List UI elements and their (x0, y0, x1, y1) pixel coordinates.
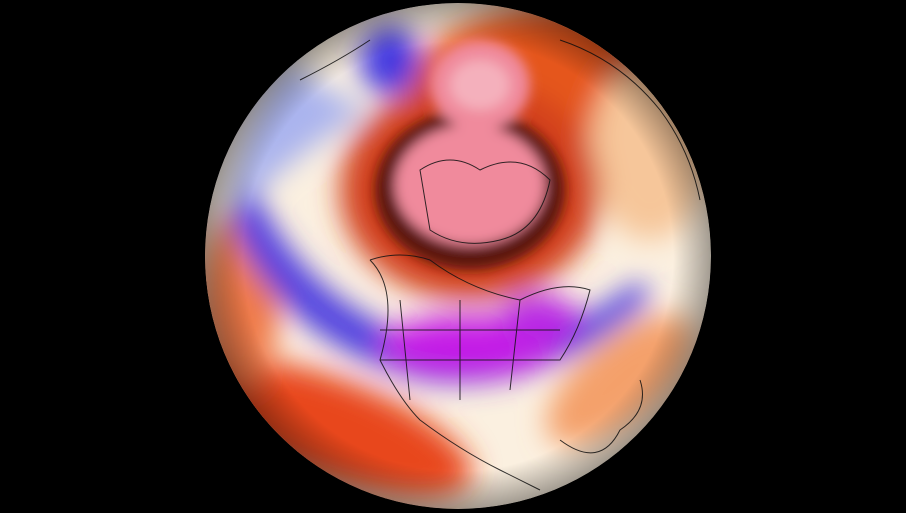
temperature-anomaly-field (205, 3, 711, 509)
